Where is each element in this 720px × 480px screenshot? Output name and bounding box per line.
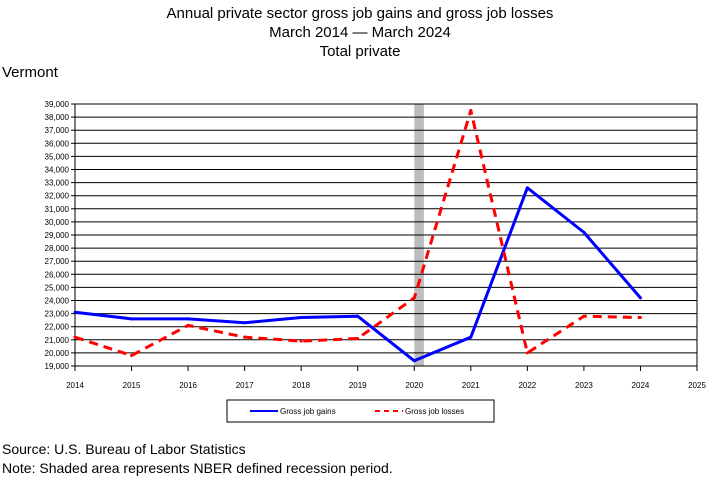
- y-tick-label: 22,000: [45, 323, 70, 332]
- chart-subtitle: March 2014 — March 2024: [269, 24, 451, 41]
- x-tick-label: 2019: [349, 381, 367, 390]
- x-tick-label: 2022: [518, 381, 536, 390]
- data-point-gains: [299, 316, 303, 320]
- y-tick-label: 37,000: [45, 126, 70, 135]
- y-tick-label: 30,000: [45, 218, 70, 227]
- data-point-losses: [130, 354, 134, 358]
- data-point-losses: [469, 109, 473, 113]
- y-tick-label: 21,000: [45, 336, 70, 345]
- legend-box: [226, 399, 495, 423]
- y-tick-label: 36,000: [45, 139, 70, 148]
- y-tick-label: 25,000: [45, 283, 70, 292]
- y-tick-label: 33,000: [45, 179, 70, 188]
- x-tick-label: 2018: [292, 381, 310, 390]
- legend-label-gains: Gross job gains: [280, 407, 336, 416]
- data-point-losses: [582, 314, 586, 318]
- source-note: Source: U.S. Bureau of Labor Statistics: [2, 441, 246, 457]
- y-tick-label: 27,000: [45, 257, 70, 266]
- data-point-gains: [525, 186, 529, 190]
- data-point-gains: [582, 230, 586, 234]
- chart-title-block: Annual private sector gross job gains an…: [0, 4, 720, 61]
- data-point-losses: [412, 296, 416, 300]
- data-point-gains: [243, 321, 247, 325]
- y-tick-label: 39,000: [45, 100, 70, 109]
- region-label: Vermont: [2, 64, 58, 81]
- data-point-gains: [186, 317, 190, 321]
- data-point-gains: [469, 335, 473, 339]
- y-tick-label: 24,000: [45, 297, 70, 306]
- data-point-losses: [525, 351, 529, 355]
- y-tick-label: 31,000: [45, 205, 70, 214]
- data-point-losses: [638, 316, 642, 320]
- x-tick-label: 2015: [123, 381, 141, 390]
- series-line-losses: [74, 109, 641, 358]
- x-tick-label: 2021: [462, 381, 480, 390]
- x-tick-label: 2014: [66, 381, 84, 390]
- data-point-losses: [299, 339, 303, 343]
- x-tick-label: 2024: [632, 381, 650, 390]
- x-tick-label: 2016: [179, 381, 197, 390]
- data-point-gains: [130, 317, 134, 321]
- data-point-losses: [356, 336, 360, 340]
- y-tick-label: 23,000: [45, 310, 70, 319]
- line-chart: 19,000 20,000 21,000 22,000 23,000 24,000 25,0…: [45, 100, 706, 423]
- data-point-losses: [186, 323, 190, 327]
- x-tick-label: 2017: [236, 381, 254, 390]
- data-point-gains: [73, 310, 77, 314]
- y-tick-label: 35,000: [45, 152, 70, 161]
- data-point-losses: [243, 335, 247, 339]
- chart-series-label: Total private: [319, 43, 401, 60]
- x-tick-label: 2023: [575, 381, 593, 390]
- data-point-losses: [73, 335, 77, 339]
- data-point-gains: [638, 296, 642, 300]
- recession-note: Note: Shaded area represents NBER define…: [2, 460, 393, 476]
- x-tick-label: 2020: [405, 381, 423, 390]
- data-point-gains: [412, 359, 416, 363]
- chart-title: Annual private sector gross job gains an…: [166, 5, 554, 22]
- y-tick-label: 34,000: [45, 166, 70, 175]
- data-point-gains: [356, 314, 360, 318]
- y-tick-label: 26,000: [45, 270, 70, 279]
- legend-label-losses: Gross job losses: [405, 407, 464, 416]
- x-tick-label: 2025: [688, 381, 706, 390]
- y-tick-label: 20,000: [45, 349, 70, 358]
- plot-frame: [74, 103, 698, 367]
- y-tick-label: 32,000: [45, 192, 70, 201]
- y-tick-label: 29,000: [45, 231, 70, 240]
- y-tick-label: 38,000: [45, 113, 70, 122]
- y-tick-label: 28,000: [45, 244, 70, 253]
- y-tick-label: 19,000: [45, 362, 70, 371]
